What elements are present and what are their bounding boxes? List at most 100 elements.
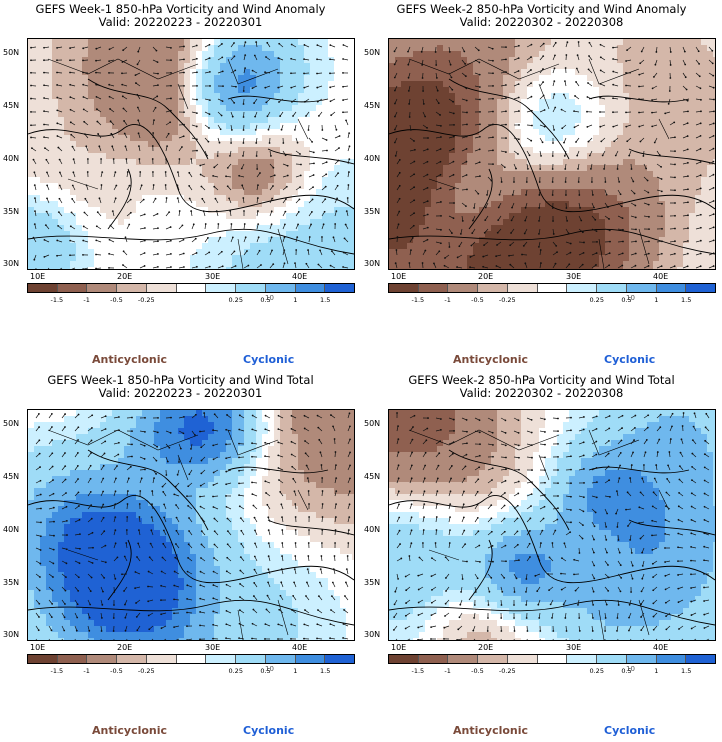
- colorbar-tick-label: -1.5: [411, 667, 425, 675]
- colorbar-tick-label: 0.5: [260, 296, 271, 304]
- longitude-label: 10E: [391, 272, 407, 281]
- country-borders: [47, 58, 309, 269]
- map-panel: GEFS Week-1 850-hPa Vorticity and Wind T…: [0, 371, 361, 742]
- panel-title: GEFS Week-2 850-hPa Vorticity and Wind A…: [396, 2, 687, 16]
- colorbar-scale-note: 10: [626, 294, 635, 302]
- anticyclonic-label: Anticyclonic: [453, 353, 529, 366]
- colorbar: [388, 283, 716, 293]
- colorbar-tick-label: 0.25: [589, 667, 604, 675]
- latitude-label: 50N: [3, 419, 20, 428]
- colorbar-tick-label: -0.25: [137, 296, 155, 304]
- colorbar-scale-note: 10: [626, 665, 635, 673]
- colorbar-tick-label: 0.5: [621, 667, 632, 675]
- colorbar-tick-label: -0.5: [471, 296, 484, 304]
- colorbar-tick-label: -1.5: [411, 296, 425, 304]
- cyclonic-label: Cyclonic: [604, 724, 656, 737]
- latitude-label: 50N: [364, 419, 381, 428]
- colorbar-tick-label: 0.25: [228, 296, 243, 304]
- colorbar-tick-label: -0.5: [471, 667, 484, 675]
- panel-valid-dates: Valid: 20220302 - 20220308: [459, 15, 624, 29]
- longitude-label: 40E: [653, 643, 669, 652]
- colorbar: [27, 283, 355, 293]
- colorbar-tick-label: 1: [654, 667, 659, 675]
- colorbar-tick-label: 0.25: [589, 296, 604, 304]
- map-panel: GEFS Week-1 850-hPa Vorticity and Wind A…: [0, 0, 361, 371]
- latitude-label: 35N: [364, 207, 381, 216]
- colorbar-tick-label: -0.25: [498, 296, 516, 304]
- vorticity-map: [27, 38, 355, 270]
- latitude-label: 35N: [3, 578, 20, 587]
- colorbar-tick-label: -0.5: [110, 296, 123, 304]
- latitude-label: 45N: [3, 472, 20, 481]
- latitude-label: 45N: [364, 472, 381, 481]
- colorbar-tick-label: 1.5: [320, 667, 331, 675]
- latitude-label: 40N: [364, 154, 381, 163]
- latitude-label: 45N: [364, 101, 381, 110]
- coastline: [28, 78, 354, 255]
- longitude-label: 20E: [478, 272, 494, 281]
- cyclonic-label: Cyclonic: [243, 353, 295, 366]
- colorbar-tick-label: -0.5: [110, 667, 123, 675]
- latitude-label: 35N: [364, 578, 381, 587]
- colorbar-tick-label: 1.5: [681, 667, 692, 675]
- colorbar-tick-label: 1: [654, 296, 659, 304]
- longitude-label: 40E: [292, 643, 308, 652]
- vorticity-map: [388, 409, 716, 641]
- colorbar-tick-label: 0.25: [228, 667, 243, 675]
- anticyclonic-label: Anticyclonic: [92, 724, 168, 737]
- vorticity-field: [389, 410, 715, 640]
- longitude-label: 10E: [30, 643, 46, 652]
- longitude-label: 30E: [566, 272, 582, 281]
- colorbar-tick-label: -0.25: [137, 667, 155, 675]
- panel-valid-dates: Valid: 20220223 - 20220301: [98, 386, 263, 400]
- latitude-label: 40N: [3, 525, 20, 534]
- colorbar-tick-label: 0.5: [621, 296, 632, 304]
- cyclonic-label: Cyclonic: [243, 724, 295, 737]
- colorbar-tick-label: 1.5: [320, 296, 331, 304]
- colorbar-tick-label: -1.5: [50, 296, 64, 304]
- cyclonic-label: Cyclonic: [604, 353, 656, 366]
- latitude-label: 45N: [3, 101, 20, 110]
- map-panel: GEFS Week-2 850-hPa Vorticity and Wind T…: [361, 371, 722, 742]
- panel-title: GEFS Week-1 850-hPa Vorticity and Wind T…: [47, 373, 314, 387]
- latitude-label: 30N: [364, 259, 381, 268]
- colorbar-scale-note: 10: [265, 294, 274, 302]
- colorbar-tick-label: -1: [83, 296, 90, 304]
- colorbar: [388, 654, 716, 664]
- colorbar-tick-label: -1: [83, 667, 90, 675]
- anticyclonic-label: Anticyclonic: [92, 353, 168, 366]
- colorbar-tick-label: -1.5: [50, 667, 64, 675]
- latitude-label: 40N: [3, 154, 20, 163]
- colorbar-tick-label: 0.5: [260, 667, 271, 675]
- vorticity-field: [28, 410, 354, 640]
- longitude-label: 20E: [478, 643, 494, 652]
- latitude-label: 30N: [364, 630, 381, 639]
- country-borders: [408, 58, 670, 269]
- latitude-label: 30N: [3, 630, 20, 639]
- colorbar: [27, 654, 355, 664]
- longitude-label: 20E: [117, 272, 133, 281]
- longitude-label: 20E: [117, 643, 133, 652]
- country-borders: [408, 429, 670, 640]
- colorbar-tick-label: 1.5: [681, 296, 692, 304]
- latitude-label: 40N: [364, 525, 381, 534]
- colorbar-tick-label: 1: [293, 296, 298, 304]
- colorbar-tick-label: -1: [444, 667, 451, 675]
- panel-title: GEFS Week-1 850-hPa Vorticity and Wind A…: [35, 2, 326, 16]
- map-panel: GEFS Week-2 850-hPa Vorticity and Wind A…: [361, 0, 722, 371]
- anticyclonic-label: Anticyclonic: [453, 724, 529, 737]
- latitude-label: 35N: [3, 207, 20, 216]
- latitude-label: 50N: [364, 48, 381, 57]
- longitude-label: 10E: [391, 643, 407, 652]
- vorticity-field: [389, 39, 715, 269]
- panel-title: GEFS Week-2 850-hPa Vorticity and Wind T…: [408, 373, 675, 387]
- panel-valid-dates: Valid: 20220223 - 20220301: [98, 15, 263, 29]
- colorbar-tick-label: -1: [444, 296, 451, 304]
- longitude-label: 30E: [566, 643, 582, 652]
- longitude-label: 40E: [292, 272, 308, 281]
- colorbar-scale-note: 10: [265, 665, 274, 673]
- latitude-label: 50N: [3, 48, 20, 57]
- coastline: [389, 449, 715, 626]
- vorticity-field: [28, 39, 354, 269]
- vorticity-map: [27, 409, 355, 641]
